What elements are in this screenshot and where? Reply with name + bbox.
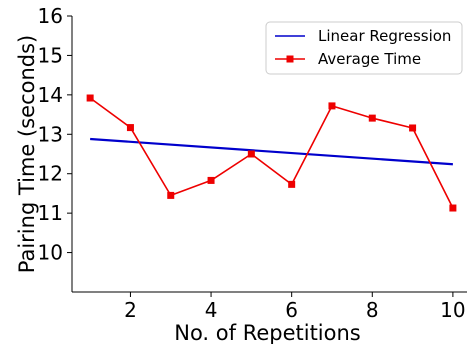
y-tick-label: 10: [38, 241, 63, 265]
legend-label-linear-regression: Linear Regression: [318, 27, 451, 45]
data-point-average-time: [247, 150, 255, 158]
legend-label-average-time: Average Time: [318, 50, 421, 68]
y-tick-label: 14: [38, 83, 63, 107]
legend-marker-average-time: [286, 55, 294, 63]
y-tick-label: 13: [38, 122, 63, 146]
x-tick-label: 2: [124, 298, 137, 322]
legend: Linear Regression Average Time: [265, 21, 463, 75]
data-point-average-time: [368, 114, 376, 122]
series-line-linear-regression: [90, 137, 453, 166]
y-tick-label: 12: [38, 162, 63, 186]
y-axis-title: Pairing Time (seconds): [15, 35, 39, 274]
y-tick-label: 11: [38, 201, 63, 225]
x-tick-label: 10: [440, 298, 465, 322]
data-point-average-time: [288, 180, 296, 188]
data-point-average-time: [328, 102, 336, 110]
data-point-average-time: [207, 176, 215, 184]
x-tick-label: 8: [366, 298, 379, 322]
axes-frame: [71, 16, 467, 293]
data-point-average-time: [409, 124, 417, 132]
y-tick-label: 16: [38, 4, 63, 28]
data-point-average-time: [167, 191, 175, 199]
data-point-average-time: [126, 124, 134, 132]
tick-group: 2 4 6 8 10 10 11 12 13 14 15 16: [38, 4, 466, 322]
series-line-average-time: [89, 97, 454, 209]
x-tick-label: 6: [285, 298, 298, 322]
legend-box: [265, 21, 463, 75]
x-tick-label: 4: [205, 298, 218, 322]
data-point-average-time: [449, 204, 457, 212]
data-point-average-time: [86, 94, 94, 102]
x-axis-title: No. of Repetitions: [174, 321, 361, 344]
y-tick-label: 15: [38, 43, 63, 67]
series-layer: [86, 94, 457, 212]
